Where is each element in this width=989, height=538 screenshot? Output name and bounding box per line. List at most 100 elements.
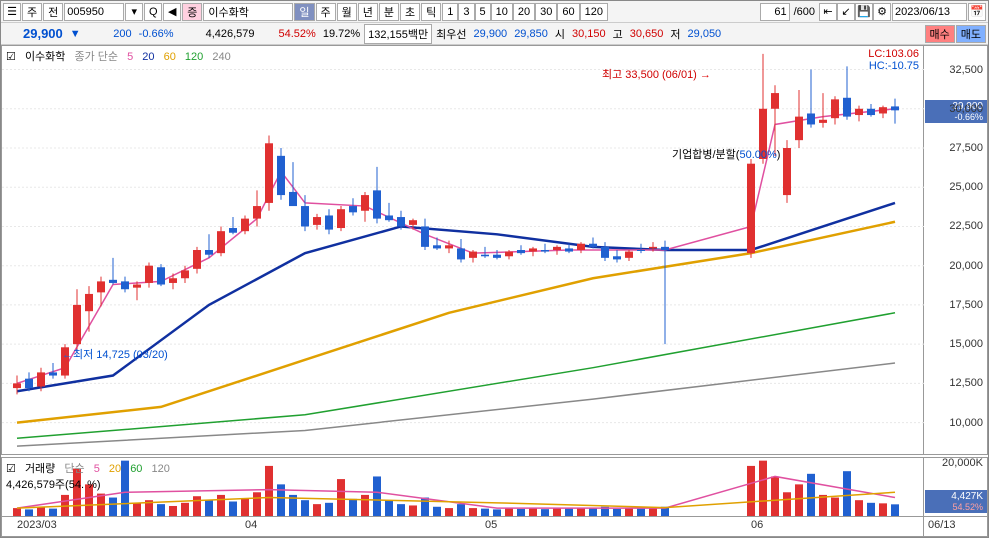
- high-price: 30,650: [627, 28, 667, 40]
- buy-button[interactable]: 매수: [925, 25, 955, 43]
- low-label: 저: [667, 26, 683, 42]
- interval-group: 13510203060120: [442, 3, 608, 21]
- tool-icon-1[interactable]: ↙: [837, 3, 855, 21]
- vol-legend-type: 단순: [64, 463, 84, 475]
- price-y-axis: 29,900 -0.66% 10,00012,50015,00017,50020…: [924, 45, 988, 455]
- ratio1: 54.52%: [259, 28, 319, 40]
- vol-legend-120: 120: [152, 463, 170, 475]
- event-annotation: 기업합병/분할(50.00%): [672, 146, 780, 162]
- position-input[interactable]: [760, 3, 790, 21]
- date-input[interactable]: [892, 3, 967, 21]
- vol-legend-20: 20: [109, 463, 121, 475]
- tool-icon-3[interactable]: ⚙: [873, 3, 891, 21]
- price-ytick: 30,000: [949, 103, 983, 115]
- price-svg: [2, 46, 924, 454]
- prev-btn[interactable]: 전: [43, 3, 63, 21]
- volume-y-axis: 4,427K 54.52% 20,000K: [924, 457, 988, 517]
- bid-price: 29,900: [471, 28, 511, 40]
- interval-btn-60[interactable]: 60: [557, 3, 579, 21]
- interval-btn-30[interactable]: 30: [535, 3, 557, 21]
- ask-price: 29,850: [511, 28, 551, 40]
- legend-ma240: 240: [212, 51, 230, 63]
- price-change-pct: -0.66%: [136, 28, 177, 40]
- vol-legend-check[interactable]: ☑: [6, 463, 16, 475]
- price-ytick: 10,000: [949, 417, 983, 429]
- open-price: 30,150: [569, 28, 609, 40]
- price-legend: ☑ 이수화학 종가 단순 5 20 60 120 240: [6, 48, 237, 64]
- tool-icon-group: ⇤↙💾⚙: [819, 3, 891, 21]
- vol-ytick: 20,000K: [942, 457, 983, 469]
- vol-legend-text: 4,426,579주(54. %): [6, 479, 101, 491]
- period-month-btn[interactable]: 월: [337, 3, 357, 21]
- position-total: /600: [791, 6, 818, 18]
- legend-ma-label: 종가 단순: [74, 51, 118, 63]
- price-ytick: 12,500: [949, 377, 983, 389]
- ratio2: 19.72%: [320, 28, 363, 40]
- low-annotation: ←최저 14,725 (03/20): [62, 346, 168, 362]
- volume-chart[interactable]: ☑ 거래량 단순 5 20 60 120 4,426,579주(54. %): [1, 457, 924, 517]
- price-ytick: 32,500: [949, 64, 983, 76]
- period-day-btn[interactable]: 일: [294, 3, 314, 21]
- current-vol-label: 4,427K 54.52%: [925, 490, 987, 513]
- toolbar-1: ☰ 주 전 ▾ Q ◀ 증 이수화학 일 주 월 년 분 초 틱 1351020…: [1, 1, 988, 23]
- price-change: 200: [85, 28, 135, 40]
- type-badge: 증: [182, 3, 202, 21]
- legend-ma5: 5: [127, 51, 133, 63]
- stock-code-input[interactable]: [64, 3, 124, 21]
- interval-btn-10[interactable]: 10: [491, 3, 513, 21]
- sound-icon[interactable]: ◀: [163, 3, 181, 21]
- low-price: 29,050: [685, 28, 725, 40]
- x-axis-date: 06/13: [928, 519, 956, 531]
- price-ytick: 27,500: [949, 142, 983, 154]
- week-btn[interactable]: 주: [22, 3, 42, 21]
- period-min-btn[interactable]: 분: [379, 3, 399, 21]
- xtick: 05: [485, 519, 497, 531]
- arrow-down-icon: ▼: [67, 28, 84, 40]
- legend-ma20: 20: [142, 51, 154, 63]
- price-ytick: 15,000: [949, 338, 983, 350]
- period-tick-btn[interactable]: 틱: [421, 3, 441, 21]
- xtick: 06: [751, 519, 763, 531]
- lc-annotation: LC:103.06: [868, 48, 919, 60]
- interval-btn-3[interactable]: 3: [458, 3, 474, 21]
- dropdown-icon[interactable]: ▾: [125, 3, 143, 21]
- vol-legend-5: 5: [94, 463, 100, 475]
- sell-button[interactable]: 매도: [956, 25, 986, 43]
- hc-annotation: HC:-10.75: [869, 60, 919, 72]
- period-year-btn[interactable]: 년: [358, 3, 378, 21]
- amount-label: 132,155백만: [364, 24, 432, 44]
- interval-btn-20[interactable]: 20: [513, 3, 535, 21]
- interval-btn-1[interactable]: 1: [442, 3, 458, 21]
- high-annotation: 최고 33,500 (06/01) →: [602, 66, 711, 82]
- price-ytick: 22,500: [949, 220, 983, 232]
- stock-name[interactable]: 이수화학: [203, 3, 293, 21]
- legend-check[interactable]: ☑: [6, 51, 16, 63]
- xtick: 04: [245, 519, 257, 531]
- period-sec-btn[interactable]: 초: [400, 3, 420, 21]
- vol-legend-60: 60: [130, 463, 142, 475]
- tool-icon-0[interactable]: ⇤: [819, 3, 837, 21]
- tool-icon-2[interactable]: 💾: [855, 3, 873, 21]
- interval-btn-120[interactable]: 120: [580, 3, 608, 21]
- open-label: 시: [552, 26, 568, 42]
- volume-legend: ☑ 거래량 단순 5 20 60 120 4,426,579주(54. %): [6, 460, 176, 492]
- vol-legend-name: 거래량: [25, 463, 55, 475]
- x-axis-right: 06/13: [924, 517, 988, 537]
- volume-value: 4,426,579: [178, 28, 258, 40]
- interval-btn-5[interactable]: 5: [475, 3, 491, 21]
- search-icon[interactable]: Q: [144, 3, 162, 21]
- price-ytick: 25,000: [949, 181, 983, 193]
- menu-icon[interactable]: ☰: [3, 3, 21, 21]
- price-ytick: 20,000: [949, 260, 983, 272]
- chart-window: ☰ 주 전 ▾ Q ◀ 증 이수화학 일 주 월 년 분 초 틱 1351020…: [0, 0, 989, 538]
- price-ytick: 17,500: [949, 299, 983, 311]
- period-week-btn[interactable]: 주: [316, 3, 336, 21]
- best-label: 최우선: [433, 26, 469, 42]
- legend-ma120: 120: [185, 51, 203, 63]
- high-label: 고: [610, 26, 626, 42]
- calendar-icon[interactable]: 📅: [968, 3, 986, 21]
- price-chart[interactable]: ☑ 이수화학 종가 단순 5 20 60 120 240 LC:103.06 H…: [1, 45, 924, 455]
- legend-name: 이수화학: [25, 51, 65, 63]
- x-axis: 2023/03040506: [1, 517, 924, 537]
- current-price: 29,900: [3, 26, 66, 41]
